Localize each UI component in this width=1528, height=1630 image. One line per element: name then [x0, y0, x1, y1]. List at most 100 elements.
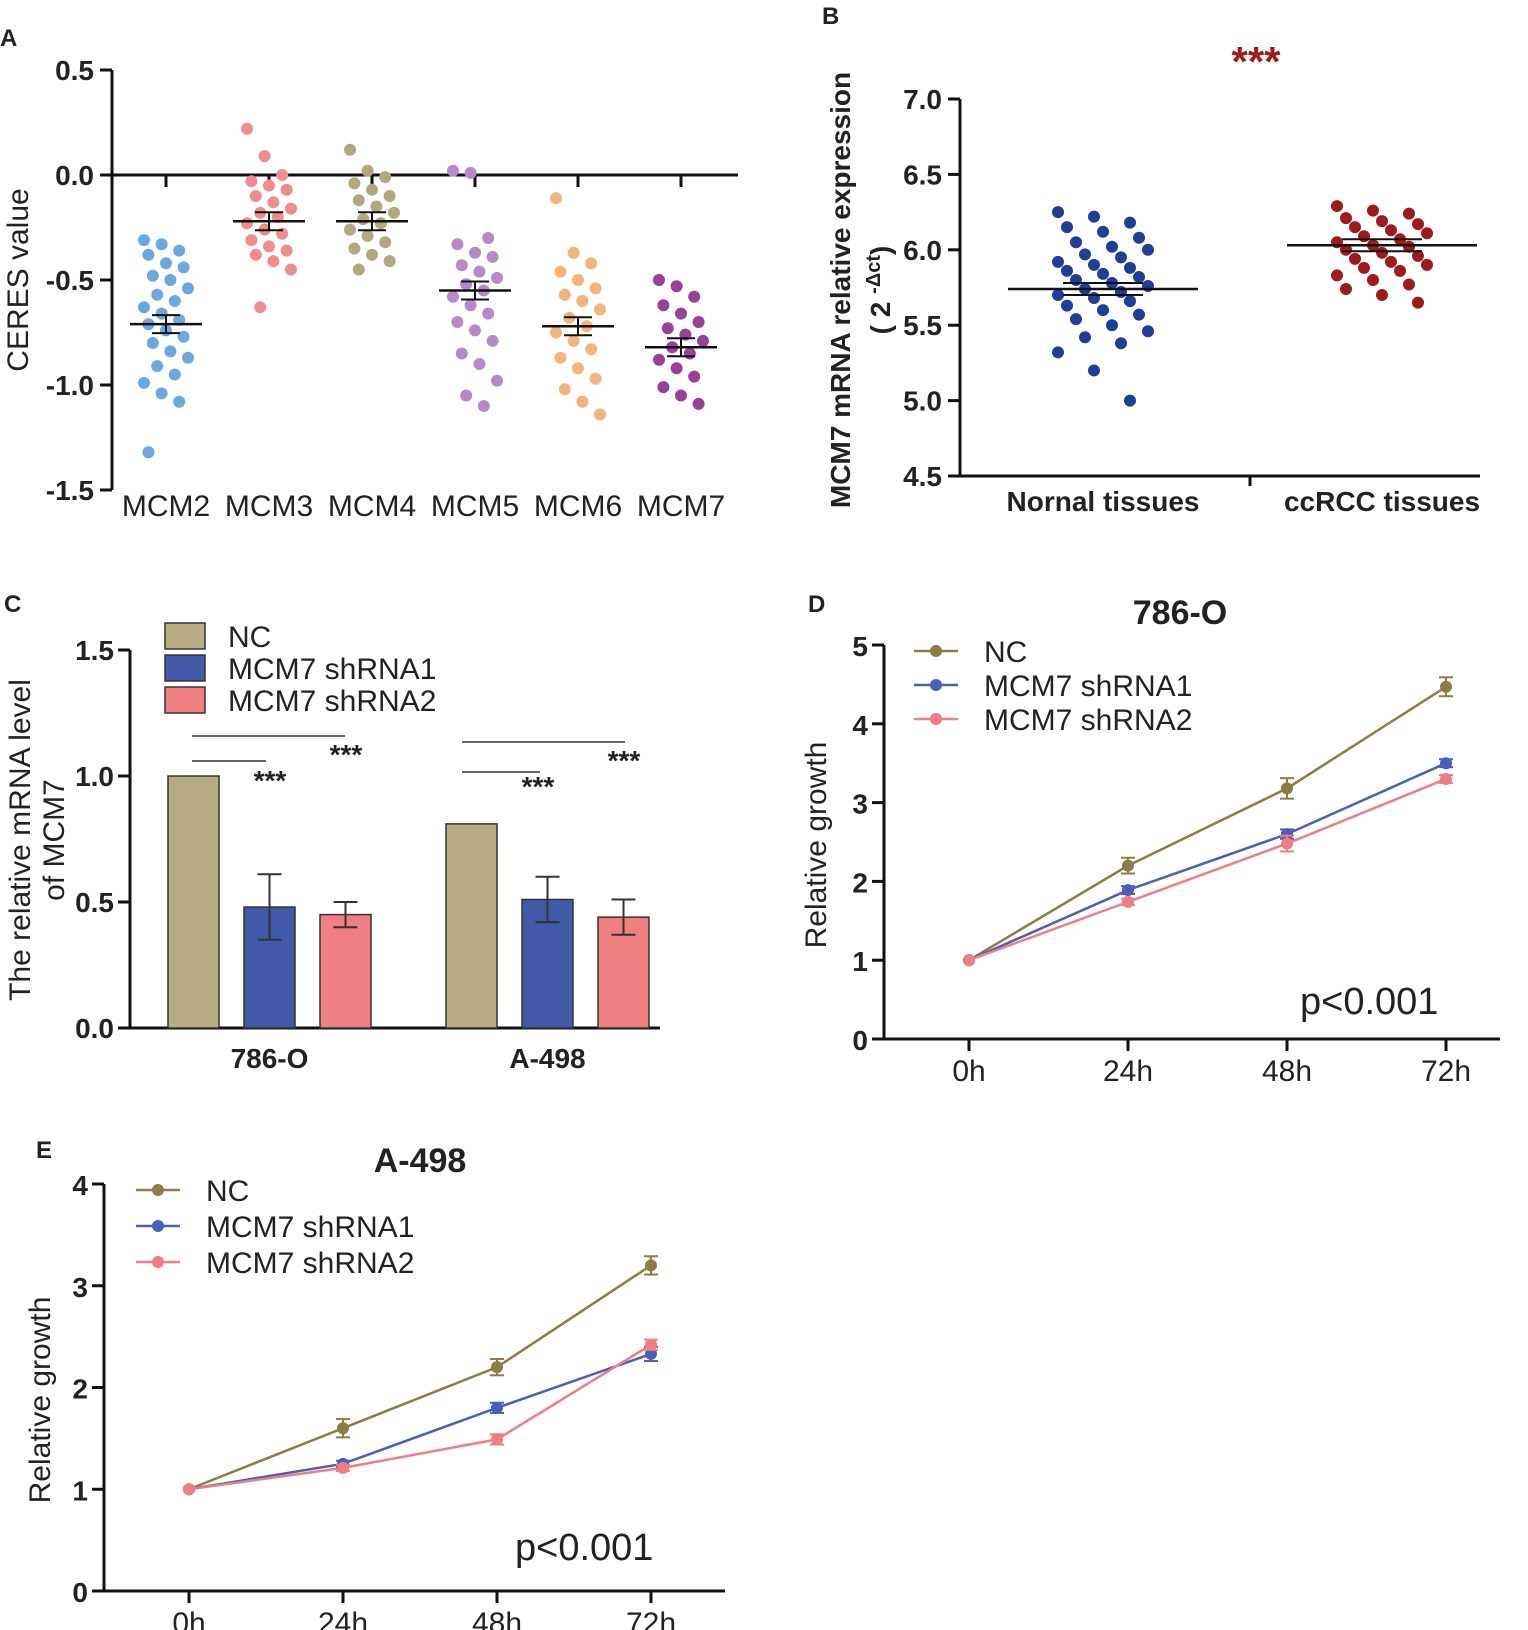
data-point	[138, 301, 150, 314]
data-point	[447, 164, 459, 177]
data-point	[1061, 264, 1073, 277]
data-point	[670, 280, 683, 293]
data-point	[963, 954, 975, 967]
data-point	[567, 334, 580, 347]
data-point	[688, 370, 701, 383]
data-point	[182, 282, 194, 295]
significance-marker: ***	[254, 765, 287, 796]
data-point	[348, 242, 361, 255]
panel-e-line-chart: 4 3 2 1 0 0h 24h 48h 72h Relative growth A-498 p<0.…	[24, 1142, 725, 1630]
significance-marker: ***	[330, 739, 363, 770]
y-tick-label: 0	[72, 1577, 88, 1608]
data-point	[1115, 251, 1127, 264]
data-point	[594, 303, 606, 316]
y-tick-label: 4.5	[903, 461, 942, 492]
data-point	[1403, 278, 1415, 291]
data-point	[267, 196, 280, 209]
y-tick-label: 6.5	[903, 159, 942, 190]
series-line	[968, 777, 1447, 962]
data-point	[1061, 221, 1073, 234]
legend-swatch	[164, 654, 206, 682]
data-point	[344, 223, 356, 236]
data-point	[146, 269, 159, 282]
y-tick-label: -1.0	[46, 370, 94, 401]
data-point	[1376, 215, 1388, 228]
data-point	[657, 299, 670, 312]
data-point	[249, 248, 262, 261]
legend-swatch	[164, 622, 206, 650]
significance-marker: ***	[522, 771, 555, 802]
data-point	[1440, 772, 1452, 785]
data-point	[1281, 837, 1293, 850]
data-point	[1142, 243, 1154, 256]
data-point	[455, 347, 468, 360]
legend-marker	[152, 1220, 164, 1232]
data-point	[177, 261, 190, 274]
data-point	[661, 322, 674, 335]
significance-marker: ***	[1231, 38, 1281, 85]
legend-label: MCM7 shRNA2	[984, 704, 1192, 737]
data-point	[1097, 304, 1109, 317]
data-point	[352, 263, 365, 276]
legend-marker	[152, 1256, 164, 1268]
data-point	[1088, 258, 1100, 271]
data-point	[1376, 246, 1388, 259]
data-point	[558, 383, 571, 396]
data-point	[653, 353, 665, 366]
data-point	[173, 395, 186, 408]
data-point	[447, 290, 459, 303]
panel-b-scatter: 7.0 6.5 6.0 5.5 5.0 4.5 MCM7 mRNA relative exp…	[825, 38, 1480, 517]
y-tick-label: 4	[72, 1170, 88, 1201]
data-point	[1097, 225, 1109, 238]
x-tick-label: 0h	[952, 1055, 985, 1088]
data-point	[1088, 364, 1100, 377]
data-point	[168, 368, 181, 381]
data-point	[1122, 884, 1134, 897]
chart-title: A-498	[374, 1142, 467, 1180]
panel-label-e: E	[36, 1137, 52, 1164]
legend-label: MCM7 shRNA2	[228, 685, 436, 718]
data-point	[683, 347, 696, 360]
data-point	[585, 257, 598, 270]
y-tick-label: 0.5	[75, 887, 114, 918]
data-point	[160, 257, 172, 270]
data-point	[258, 150, 271, 163]
data-point	[1412, 249, 1424, 262]
y-tick-label: 7.0	[903, 84, 942, 115]
legend-label: MCM7 shRNA1	[206, 1211, 414, 1244]
data-point	[594, 408, 606, 421]
data-point	[249, 190, 262, 202]
data-point	[1421, 227, 1433, 240]
legend-marker	[930, 645, 942, 657]
data-point	[1052, 255, 1064, 268]
data-point	[370, 200, 383, 213]
data-point	[1403, 207, 1415, 220]
y-tick-label: 0.5	[55, 55, 94, 86]
x-tick-label: MCM3	[225, 490, 313, 523]
data-point	[1349, 252, 1361, 265]
y-tick-label: 5.0	[903, 386, 942, 417]
legend-marker	[152, 1184, 164, 1196]
data-point	[263, 179, 275, 192]
x-tick-label: MCM2	[122, 490, 210, 523]
data-point	[1358, 261, 1370, 274]
data-point	[374, 217, 387, 230]
data-point	[550, 326, 562, 339]
data-point	[1385, 224, 1397, 237]
panel-label-c: C	[4, 591, 21, 618]
y-tick-label: 5	[852, 631, 868, 662]
data-point	[1079, 331, 1091, 344]
data-point	[379, 236, 392, 249]
data-point	[567, 246, 580, 259]
data-point	[550, 192, 562, 205]
data-point	[146, 337, 159, 349]
data-point	[688, 290, 701, 303]
legend-marker	[930, 713, 942, 725]
data-point	[337, 1422, 349, 1435]
data-point	[482, 307, 495, 320]
data-point	[267, 255, 280, 268]
data-point	[477, 400, 490, 412]
data-point	[473, 358, 486, 370]
data-point	[576, 295, 589, 307]
